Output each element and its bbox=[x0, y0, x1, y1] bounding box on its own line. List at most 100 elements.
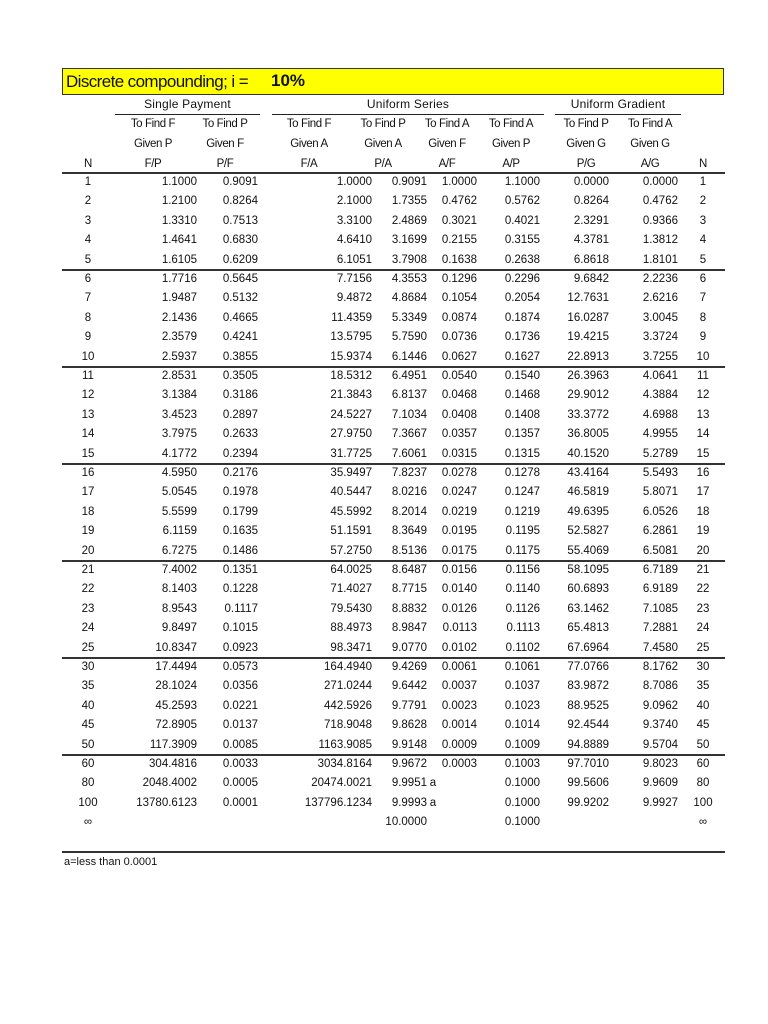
cell-pf: 0.0137 bbox=[222, 719, 258, 732]
cell-ag: 9.9927 bbox=[642, 796, 678, 809]
cell-af: 0.0037 bbox=[441, 680, 477, 693]
cell-n: 14 bbox=[81, 428, 95, 441]
cell-ag: 2.2236 bbox=[642, 273, 678, 285]
cell-ag: 9.3740 bbox=[642, 719, 678, 732]
cell-fa: 40.5447 bbox=[330, 486, 372, 499]
cell-fa: 31.7725 bbox=[330, 447, 372, 460]
cell-fp: 7.4002 bbox=[161, 564, 197, 576]
cell-af: 0.0175 bbox=[441, 544, 477, 557]
cell-af: 0.0003 bbox=[441, 758, 477, 770]
cell-ap: 0.1195 bbox=[505, 525, 540, 538]
cell-af: 0.1296 bbox=[441, 273, 477, 285]
cell-fp: 1.7716 bbox=[161, 273, 197, 285]
column-header-pa: Given A bbox=[364, 138, 402, 150]
cell-n: 6 bbox=[84, 273, 92, 285]
cell-fp: 2.8531 bbox=[161, 370, 197, 382]
cell-fa: 164.4940 bbox=[324, 661, 372, 673]
cell-ap: 0.1014 bbox=[504, 719, 540, 732]
cell-ap: 0.1874 bbox=[504, 311, 540, 324]
cell-fp: 4.5950 bbox=[161, 467, 197, 479]
title-bar: Discrete compounding; i = 10% bbox=[62, 68, 724, 95]
cell-pa: 9.0770 bbox=[391, 641, 427, 654]
cell-pa: 9.6442 bbox=[391, 680, 427, 693]
cell-ag: 6.2861 bbox=[642, 525, 678, 538]
cell-pa: 9.7791 bbox=[391, 699, 427, 712]
cell-ag: 0.0000 bbox=[642, 176, 678, 188]
cell-fp: 8.1403 bbox=[161, 583, 197, 596]
column-header-pf: Given F bbox=[206, 138, 244, 150]
cell-pg: 46.5819 bbox=[567, 486, 609, 499]
cell-fp: 1.3310 bbox=[161, 214, 197, 227]
cell-af: 1.0000 bbox=[441, 176, 477, 188]
cell-ap: 0.1037 bbox=[504, 680, 540, 693]
cell-fa: 13.5795 bbox=[330, 331, 372, 344]
cell-fp: 3.4523 bbox=[161, 408, 197, 421]
cell-pg: 22.8913 bbox=[567, 350, 609, 363]
cell-pa: 9.9672 bbox=[391, 758, 427, 770]
cell-pf: 0.6830 bbox=[222, 234, 258, 247]
cell-ag: 9.9609 bbox=[642, 777, 678, 790]
column-header-af: To Find A bbox=[424, 118, 470, 130]
cell-af: 0.0468 bbox=[441, 389, 477, 402]
cell-ap: 0.4021 bbox=[504, 214, 540, 227]
cell-n: 7 bbox=[84, 292, 92, 305]
cell-n: ∞ bbox=[83, 816, 93, 829]
column-header-ag: A/G bbox=[640, 158, 660, 170]
cell-n-right: 6 bbox=[699, 273, 707, 285]
cell-af: 0.0156 bbox=[441, 564, 477, 576]
cell-n-right: 35 bbox=[696, 680, 710, 693]
cell-n-right: 2 bbox=[699, 195, 707, 208]
column-header-af: A/F bbox=[438, 158, 456, 170]
cell-pf: 0.2176 bbox=[222, 467, 258, 479]
interest-rate: 10% bbox=[271, 71, 306, 90]
cell-af: 0.0736 bbox=[441, 331, 477, 344]
cell-pg: 60.6893 bbox=[567, 583, 609, 596]
cell-pf: 0.1799 bbox=[222, 505, 258, 518]
cell-pf: 0.2633 bbox=[222, 428, 258, 441]
cell-fa: 137796.1234 bbox=[304, 796, 372, 809]
row-divider bbox=[62, 851, 725, 853]
cell-pg: 99.5606 bbox=[567, 777, 609, 790]
cell-ag: 4.6988 bbox=[642, 408, 678, 421]
cell-n-right: 50 bbox=[696, 738, 710, 751]
cell-n: 4 bbox=[84, 234, 92, 247]
cell-n: 100 bbox=[78, 796, 98, 809]
cell-fa: 271.0244 bbox=[324, 680, 372, 693]
cell-n-right: 4 bbox=[699, 234, 707, 247]
cell-n: 80 bbox=[81, 777, 95, 790]
cell-fp: 1.2100 bbox=[161, 195, 197, 208]
cell-fp: 1.1000 bbox=[161, 176, 197, 188]
cell-n: 9 bbox=[84, 331, 92, 344]
cell-fa: 1163.9085 bbox=[318, 738, 372, 751]
column-header-n-right: N bbox=[699, 158, 707, 170]
cell-pa: 9.9148 bbox=[391, 738, 427, 751]
cell-ag: 9.5704 bbox=[642, 738, 678, 751]
cell-ag: 3.7255 bbox=[642, 350, 678, 363]
cell-pg: 19.4215 bbox=[567, 331, 609, 344]
column-header-pa: To Find P bbox=[360, 118, 406, 130]
cell-fp: 4.1772 bbox=[161, 447, 197, 460]
cell-pg: 52.5827 bbox=[567, 525, 609, 538]
cell-n-right: 80 bbox=[696, 777, 710, 790]
cell-ag: 7.2881 bbox=[642, 622, 678, 635]
cell-n: 16 bbox=[81, 467, 95, 479]
cell-pg: 63.1462 bbox=[567, 602, 609, 615]
cell-af: 0.0014 bbox=[441, 719, 477, 732]
cell-pg: 58.1095 bbox=[567, 564, 609, 576]
cell-ap: 0.2296 bbox=[504, 273, 540, 285]
cell-n-right: 19 bbox=[696, 525, 710, 538]
cell-pg: 77.0766 bbox=[567, 661, 609, 673]
cell-n-right: 10 bbox=[696, 350, 710, 363]
cell-fa: 18.5312 bbox=[330, 370, 372, 382]
cell-ap: 0.1247 bbox=[504, 486, 540, 499]
cell-pa: 9.4269 bbox=[391, 661, 427, 673]
cell-n-right: 21 bbox=[696, 564, 710, 576]
cell-ap: 0.1315 bbox=[504, 447, 540, 460]
cell-n: 2 bbox=[84, 195, 92, 208]
row-divider bbox=[62, 560, 725, 562]
cell-af: 0.0874 bbox=[441, 311, 477, 324]
cell-af: 0.0195 bbox=[441, 525, 477, 538]
cell-af: 0.3021 bbox=[441, 214, 477, 227]
cell-pg: 49.6395 bbox=[567, 505, 609, 518]
cell-pf: 0.3505 bbox=[222, 370, 258, 382]
